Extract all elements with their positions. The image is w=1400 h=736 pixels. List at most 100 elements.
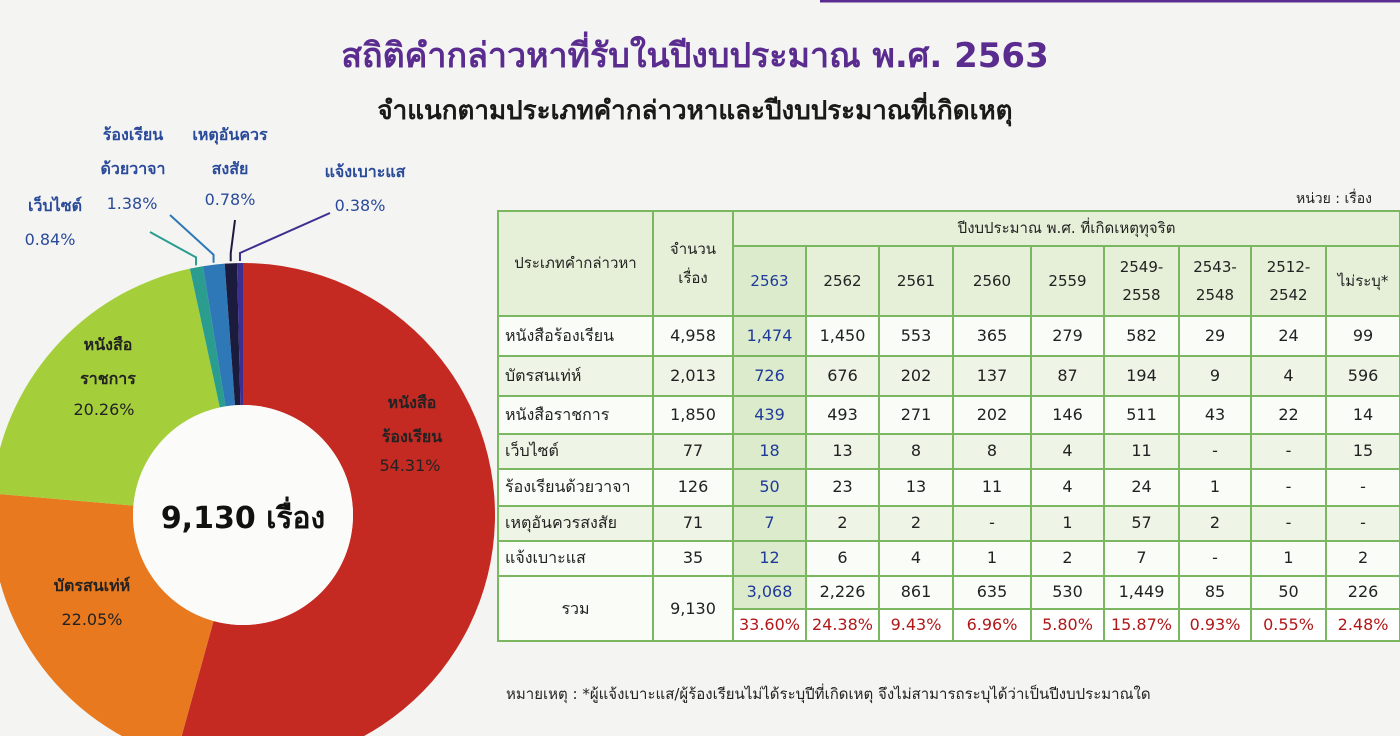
table-cell: 271	[878, 395, 954, 435]
table-cell: 676	[805, 355, 880, 397]
table-row: ร้องเรียนด้วยวาจา 126 50 23 13 11 4 24 1- -	[497, 468, 1400, 507]
year-header: 2512- 2542	[1250, 245, 1327, 317]
table-cell: 202	[952, 395, 1032, 435]
total-cell: 226	[1324, 575, 1400, 610]
table-cell: 6	[805, 540, 880, 577]
table-cell: -	[1250, 505, 1327, 542]
center-label: 9,130 เรื่อง	[161, 496, 325, 536]
table-cell: 2	[1324, 540, 1400, 577]
pie-slice	[224, 263, 241, 406]
slice-value-label: 54.31%	[379, 456, 440, 475]
table-cell: 553	[878, 315, 954, 357]
table-cell: 8	[952, 433, 1032, 470]
table-cell: 596	[1324, 355, 1400, 397]
slice-label: แจ้งเบาะแส	[325, 162, 406, 181]
total-cell: 635	[952, 575, 1032, 610]
data-table: ประเภทคำกล่าวหา จำนวน เรื่อง ปีงบประมาณ พ.…	[497, 210, 1400, 643]
total-percent: 9.43%	[878, 607, 954, 643]
table-cell: 1	[1250, 540, 1327, 577]
table-cell: 24	[1250, 315, 1327, 357]
table-cell: 7	[1103, 540, 1180, 577]
table-cell: 146	[1030, 395, 1105, 435]
table-cell: 202	[878, 355, 954, 397]
table-cell: 493	[805, 395, 880, 435]
table-cell: 13	[805, 433, 880, 470]
pie-slice	[202, 263, 235, 407]
leader-line	[169, 214, 215, 263]
row-label: เว็บไซต์	[497, 433, 654, 470]
table-cell: 9	[1178, 355, 1252, 397]
table-cell: 1	[1178, 468, 1252, 507]
table-cell: 511	[1103, 395, 1180, 435]
total-cell: 861	[878, 575, 954, 610]
table-cell: 1,450	[805, 315, 880, 357]
table-cell: 194	[1103, 355, 1180, 397]
table-cell: -	[1324, 505, 1400, 542]
pie-slice	[0, 268, 220, 506]
table-cell: 99	[1324, 315, 1400, 357]
table-row: หนังสือราชการ 1,850 439 493 271 202 146 511 43 22…	[497, 395, 1400, 435]
slice-label: เว็บไซต์	[28, 194, 82, 215]
title: สถิติคำกล่าวหาที่รับในปีงบประมาณ พ.ศ. 25…	[341, 36, 1049, 76]
year-header: 2549- 2558	[1103, 245, 1180, 317]
total-percent: 6.96%	[952, 607, 1032, 643]
slice-value-label: 0.84%	[25, 230, 76, 249]
table-cell: 4	[1250, 355, 1327, 397]
total-cell: 3,068	[732, 575, 807, 610]
table-cell: 137	[952, 355, 1032, 397]
table-cell: 4	[878, 540, 954, 577]
table-cell: 43	[1178, 395, 1252, 435]
unit-label: หน่วย : เรื่อง	[1295, 191, 1372, 207]
year-header: 2543- 2548	[1178, 245, 1252, 317]
table-row: บัตรสนเท่ห์ 2,013 726 676 202 137 87 194 9 4 596	[497, 355, 1400, 397]
slice-value-label: 1.38%	[107, 194, 158, 213]
pie-slice	[236, 263, 243, 406]
slice-label: บัตรสนเท่ห์	[54, 576, 130, 595]
table-cell: 8	[878, 433, 954, 470]
total-percent: 33.60%	[732, 607, 807, 643]
table-cell: -	[1250, 433, 1327, 470]
table-cell: 15	[1324, 433, 1400, 470]
total-cell: 1,449	[1103, 575, 1180, 610]
row-label: หนังสือร้องเรียน	[497, 315, 654, 357]
table-cell: 2	[878, 505, 954, 542]
pie-slice	[189, 266, 226, 408]
row-label: หนังสือราชการ	[497, 395, 654, 435]
table-cell: 4,958	[652, 315, 734, 357]
table-cell: 87	[1030, 355, 1105, 397]
column-header: ประเภทคำกล่าวหา	[497, 210, 654, 317]
total-cell: 530	[1030, 575, 1105, 610]
total-percent: 2.48%	[1324, 607, 1400, 643]
slice-value-label: 22.05%	[61, 610, 122, 629]
table-row: เหตุอันควรสงสัย 71 7 2 2-1 57 2- -	[497, 505, 1400, 542]
leader-line	[229, 219, 236, 262]
row-label: บัตรสนเท่ห์	[497, 355, 654, 397]
table-cell: 1	[952, 540, 1032, 577]
table-row: 33.60% 24.38% 9.43% 6.96% 5.80% 15.87% 0.93% 0.…	[498, 607, 1400, 643]
table-cell: 18	[732, 433, 807, 470]
table-cell: 14	[1324, 395, 1400, 435]
table-row: เว็บไซต์ 77 18 13 8 8 4 11- -15	[497, 433, 1400, 470]
column-header: จำนวน เรื่อง	[652, 210, 734, 317]
table-cell: 1,850	[652, 395, 734, 435]
total-percent: 24.38%	[805, 607, 880, 643]
table-cell: 7	[732, 505, 807, 542]
row-label: ร้องเรียนด้วยวาจา	[497, 468, 654, 507]
total-percent: 5.80%	[1030, 607, 1105, 643]
table-cell: -	[1178, 540, 1252, 577]
table-row: หนังสือร้องเรียน 4,958 1,474 1,450 553 365 279…	[497, 315, 1400, 357]
leader-line	[149, 231, 198, 266]
table-row: ประเภทคำกล่าวหา จำนวน เรื่อง ปีงบประมาณ พ.…	[497, 210, 1400, 317]
table-cell: 57	[1103, 505, 1180, 542]
table-cell: 726	[732, 355, 807, 397]
table-cell: 35	[652, 540, 734, 577]
table-cell: 22	[1250, 395, 1327, 435]
table-cell: 4	[1030, 433, 1105, 470]
table-row: 2563 2562 2561 2560 2559 2549- 2558 2543- 2548…	[498, 245, 1400, 317]
table-cell: 2	[1030, 540, 1105, 577]
table-cell: -	[1250, 468, 1327, 507]
table-cell: 4	[1030, 468, 1105, 507]
total-cell: 2,226	[805, 575, 880, 610]
